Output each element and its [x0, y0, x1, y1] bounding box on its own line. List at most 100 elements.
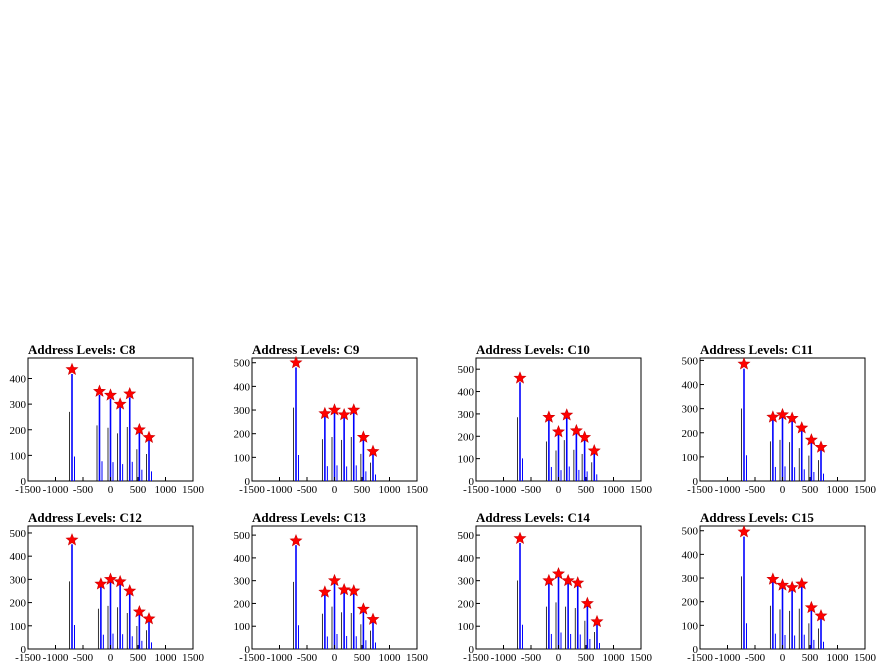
peak-marker: [766, 410, 780, 423]
peak-marker: [580, 596, 594, 609]
y-tick-label: 300: [234, 405, 251, 417]
x-tick-label: -1500: [687, 652, 713, 664]
y-tick-label: 100: [234, 452, 251, 464]
y-tick-label: 200: [10, 425, 27, 437]
x-tick-label: -1500: [687, 484, 713, 496]
peak-marker: [318, 406, 332, 420]
y-tick-label: 200: [458, 598, 475, 610]
x-tick-label: 1500: [630, 484, 653, 496]
peak-marker: [356, 430, 370, 443]
peak-marker: [328, 573, 341, 587]
peak-marker: [542, 410, 556, 423]
y-tick-label: 100: [682, 620, 699, 632]
peak-marker: [569, 423, 583, 437]
x-tick-label: -1500: [239, 484, 265, 496]
y-tick-label: 500: [682, 526, 699, 538]
y-tick-label: 300: [10, 574, 27, 586]
x-tick-label: -1000: [491, 652, 517, 664]
x-tick-label: -500: [745, 484, 766, 496]
y-tick-label: 0: [21, 644, 27, 656]
y-tick-label: 200: [682, 597, 699, 609]
chart-panel: Address Levels: C15 -1500 -1000 -500 0 500 100…: [682, 510, 877, 664]
x-tick-label: 1000: [379, 652, 402, 664]
peak-marker: [785, 580, 799, 594]
peak-marker: [142, 430, 156, 443]
peak-marker: [65, 362, 79, 376]
x-tick-label: 1500: [182, 652, 205, 664]
y-tick-label: 300: [682, 573, 699, 585]
x-tick-label: -1000: [267, 652, 293, 664]
peak-marker: [795, 577, 809, 590]
x-tick-label: 500: [130, 484, 147, 496]
y-tick-label: 500: [10, 528, 27, 540]
peak-marker: [804, 600, 818, 614]
x-tick-label: 1000: [603, 484, 626, 496]
peak-marker: [356, 602, 370, 615]
y-tick-label: 400: [682, 549, 699, 561]
x-tick-label: 1500: [630, 652, 653, 664]
peak-marker: [113, 574, 127, 588]
peak-marker: [795, 421, 809, 434]
y-tick-label: 300: [458, 409, 475, 421]
peak-marker: [65, 533, 79, 546]
x-tick-label: 500: [802, 484, 819, 496]
peak-marker: [104, 388, 117, 401]
x-tick-label: 500: [578, 484, 595, 496]
peak-marker: [132, 422, 146, 436]
peak-marker: [337, 407, 351, 421]
peak-marker: [804, 433, 818, 446]
peak-marker: [560, 408, 574, 421]
x-tick-label: -1000: [43, 652, 69, 664]
y-tick-label: 0: [21, 476, 27, 488]
peak-marker: [737, 357, 751, 370]
peak-marker: [766, 572, 780, 585]
x-tick-label: 500: [354, 484, 371, 496]
y-tick-label: 100: [234, 621, 251, 633]
y-tick-label: 200: [234, 429, 251, 441]
x-tick-label: 0: [556, 652, 562, 664]
peak-marker: [347, 403, 361, 416]
x-tick-label: -500: [745, 652, 766, 664]
y-tick-label: 500: [458, 530, 475, 542]
y-tick-label: 300: [458, 576, 475, 588]
x-tick-label: 1500: [854, 652, 877, 664]
y-tick-label: 0: [693, 476, 699, 488]
y-tick-label: 300: [10, 399, 27, 411]
chart-panel: Address Levels: C12 -1500 -1000 -500 0 500 100…: [10, 510, 205, 664]
y-tick-label: 500: [458, 364, 475, 376]
peak-marker: [776, 407, 789, 421]
x-tick-label: 0: [332, 652, 338, 664]
y-tick-label: 200: [682, 428, 699, 440]
peak-marker: [561, 573, 575, 587]
y-tick-label: 100: [458, 454, 475, 466]
x-tick-label: 1500: [406, 652, 429, 664]
x-tick-label: 1000: [603, 652, 626, 664]
x-tick-label: -1500: [239, 652, 265, 664]
peak-marker: [93, 384, 106, 397]
x-tick-label: 0: [780, 484, 786, 496]
chart-title: Address Levels: C9: [252, 342, 360, 357]
y-tick-label: 400: [234, 381, 251, 393]
y-tick-label: 400: [234, 553, 251, 565]
x-tick-label: 1500: [854, 484, 877, 496]
chart-panel: Address Levels: C14 -1500 -1000 -500 0 500 100…: [458, 510, 653, 664]
y-tick-label: 100: [458, 621, 475, 633]
x-tick-label: -1500: [463, 484, 489, 496]
peak-marker: [737, 525, 751, 538]
peak-marker: [578, 430, 592, 443]
peak-marker: [571, 576, 585, 589]
peak-marker: [104, 572, 117, 585]
x-tick-label: -1500: [15, 484, 41, 496]
peak-marker: [513, 371, 527, 384]
chart-title: Address Levels: C13: [252, 510, 366, 525]
peak-marker: [552, 567, 565, 580]
y-tick-label: 400: [458, 387, 475, 399]
peak-marker: [366, 444, 380, 457]
chart-panel: Address Levels: C10 -1500 -1000 -500 0 500 100…: [458, 342, 653, 496]
y-tick-label: 300: [682, 404, 699, 416]
y-tick-label: 200: [234, 598, 251, 610]
chart-panel: Address Levels: C11 -1500 -1000 -500 0 500 100…: [682, 342, 877, 496]
x-tick-label: 1000: [379, 484, 402, 496]
peak-marker: [318, 585, 332, 598]
